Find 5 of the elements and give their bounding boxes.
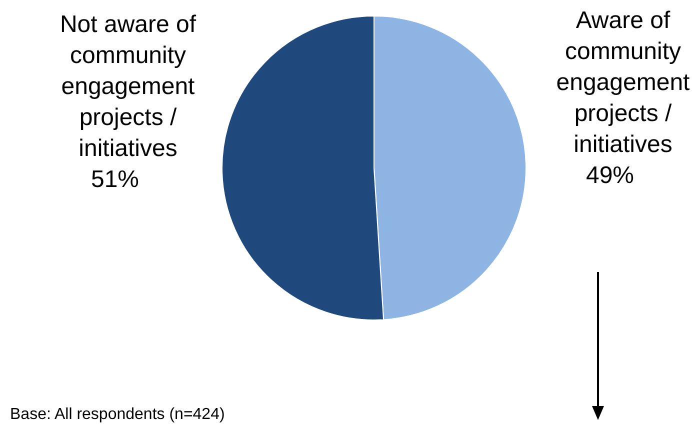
slice-label: Not aware of community engagement projects / initiatives <box>60 11 196 162</box>
slice-label: Aware of community engagement projects / initiatives <box>556 7 690 158</box>
text: Base: All respondents (n=424) <box>10 406 225 424</box>
data-label: 49% <box>586 162 634 189</box>
data-label: 51% <box>90 166 140 193</box>
